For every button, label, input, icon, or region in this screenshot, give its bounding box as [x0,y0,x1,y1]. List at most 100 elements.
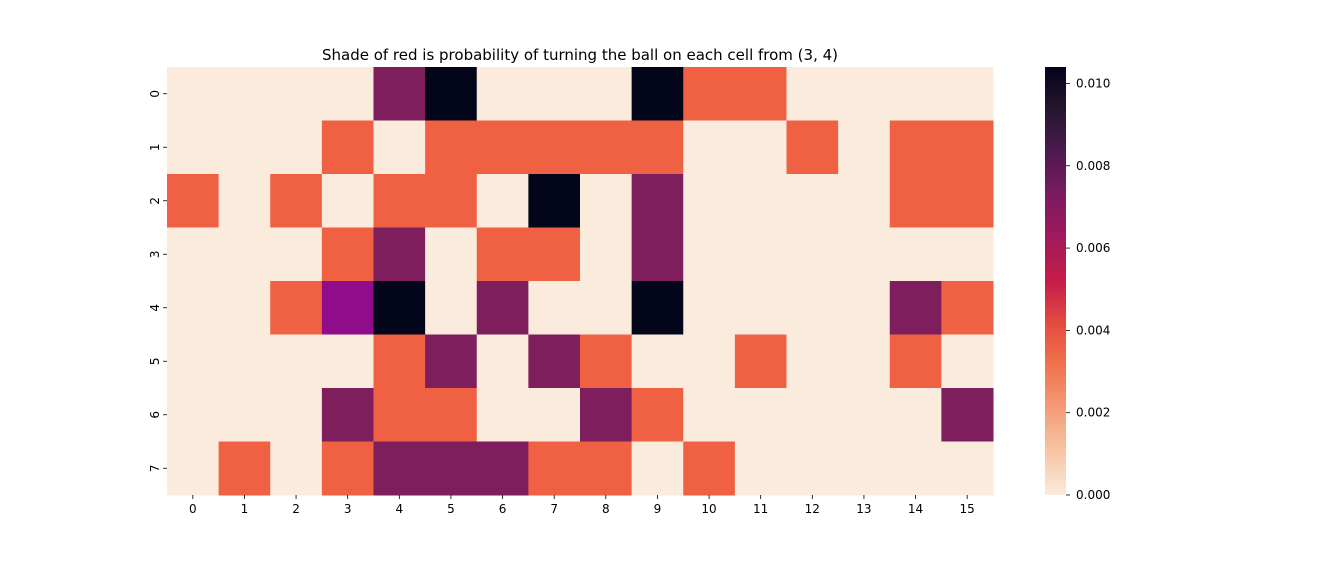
heatmap-cell-r3-c7 [528,227,581,282]
heatmap-cell-r5-c6 [476,334,529,389]
heatmap-cell-r6-c4 [373,388,426,442]
heatmap-cell-r0-c14 [889,67,942,121]
heatmap-cell-r1-c5 [425,120,478,175]
heatmap-cell-r2-c2 [270,174,323,228]
y-tick-label: 4 [148,304,162,312]
colorbar-tick-label: 0.006 [1076,241,1110,255]
heatmap-cell-r6-c1 [218,388,271,442]
heatmap-cell-r2-c14 [889,174,942,228]
x-tick-label: 2 [292,502,300,516]
heatmap-cell-r5-c0 [167,334,220,389]
colorbar-tick-label: 0.000 [1076,488,1110,502]
heatmap-cell-r4-c2 [270,281,323,335]
heatmap-cell-r0-c6 [476,67,529,121]
heatmap-cell-r2-c12 [786,174,839,228]
heatmap-cell-r7-c11 [734,441,788,496]
heatmap-cell-r1-c0 [167,120,220,175]
heatmap-cell-r3-c13 [838,227,891,282]
x-tick-label: 15 [960,502,975,516]
x-tick-label: 6 [499,502,507,516]
x-tick-label: 13 [856,502,871,516]
heatmap-cell-r0-c10 [683,67,736,121]
colorbar-tick-label: 0.004 [1076,323,1110,337]
x-tick-label: 14 [908,502,923,516]
heatmap-cell-r7-c15 [941,441,994,496]
heatmap-cell-r4-c13 [838,281,891,335]
heatmap-cell-r2-c8 [580,174,633,228]
heatmap-cell-r1-c4 [373,120,426,175]
heatmap-cell-r3-c11 [734,227,788,282]
heatmap-cell-r2-c6 [476,174,529,228]
heatmap-cell-r6-c6 [476,388,529,442]
heatmap-cell-r7-c1 [218,441,271,496]
heatmap-cell-r7-c7 [528,441,581,496]
heatmap-cell-r3-c0 [167,227,220,282]
heatmap-cell-r7-c12 [786,441,839,496]
heatmap-cell-r3-c3 [321,227,375,282]
heatmap-cell-r4-c12 [786,281,839,335]
heatmap-cell-r4-c11 [734,281,788,335]
heatmap-cell-r4-c8 [580,281,633,335]
heatmap-cell-r2-c1 [218,174,271,228]
heatmap-cell-r6-c9 [631,388,684,442]
heatmap-cell-r1-c1 [218,120,271,175]
heatmap-cell-r6-c7 [528,388,581,442]
heatmap-cell-r6-c10 [683,388,736,442]
heatmap-cell-r4-c14 [889,281,942,335]
heatmap-cell-r6-c5 [425,388,478,442]
heatmap-cell-r3-c10 [683,227,736,282]
heatmap-cell-r4-c3 [321,281,375,335]
heatmap-cells [167,67,994,496]
heatmap-cell-r7-c10 [683,441,736,496]
heatmap-cell-r0-c8 [580,67,633,121]
heatmap-cell-r7-c0 [167,441,220,496]
heatmap-cell-r6-c15 [941,388,994,442]
heatmap-cell-r1-c15 [941,120,994,175]
colorbar: 0.000 0.002 0.004 0.006 0.008 0.010 [1045,67,1110,502]
heatmap-cell-r6-c8 [580,388,633,442]
y-tick-label: 1 [148,143,162,151]
heatmap-cell-r0-c2 [270,67,323,121]
heatmap-cell-r0-c12 [786,67,839,121]
heatmap-cell-r4-c7 [528,281,581,335]
y-tick-label: 7 [148,464,162,472]
heatmap-cell-r6-c3 [321,388,375,442]
heatmap-cell-r6-c0 [167,388,220,442]
heatmap-cell-r0-c11 [734,67,788,121]
y-tick-label: 6 [148,411,162,419]
colorbar-tick-label: 0.002 [1076,406,1110,420]
x-tick-label: 3 [344,502,352,516]
x-tick-label: 12 [805,502,820,516]
heatmap-cell-r5-c8 [580,334,633,389]
heatmap-cell-r5-c5 [425,334,478,389]
chart-title: Shade of red is probability of turning t… [322,46,838,64]
heatmap-cell-r4-c6 [476,281,529,335]
x-tick-label: 10 [701,502,716,516]
heatmap-cell-r6-c13 [838,388,891,442]
x-tick-label: 4 [395,502,403,516]
heatmap-cell-r0-c13 [838,67,891,121]
heatmap-cell-r6-c2 [270,388,323,442]
heatmap-cell-r1-c12 [786,120,839,175]
heatmap-cell-r0-c1 [218,67,271,121]
heatmap-cell-r4-c15 [941,281,994,335]
heatmap-cell-r1-c9 [631,120,684,175]
heatmap-cell-r0-c5 [425,67,478,121]
heatmap-cell-r7-c9 [631,441,684,496]
heatmap-cell-r5-c2 [270,334,323,389]
heatmap-cell-r5-c9 [631,334,684,389]
heatmap-cell-r3-c8 [580,227,633,282]
y-tick-label: 3 [148,250,162,258]
heatmap-cell-r7-c8 [580,441,633,496]
heatmap-cell-r2-c3 [321,174,375,228]
heatmap-cell-r3-c5 [425,227,478,282]
heatmap-cell-r5-c1 [218,334,271,389]
heatmap-cell-r2-c4 [373,174,426,228]
heatmap-cell-r5-c12 [786,334,839,389]
heatmap-cell-r5-c7 [528,334,581,389]
colorbar-gradient [1045,67,1066,495]
heatmap-cell-r7-c13 [838,441,891,496]
heatmap-cell-r1-c8 [580,120,633,175]
x-tick-label: 5 [447,502,455,516]
heatmap-cell-r0-c7 [528,67,581,121]
